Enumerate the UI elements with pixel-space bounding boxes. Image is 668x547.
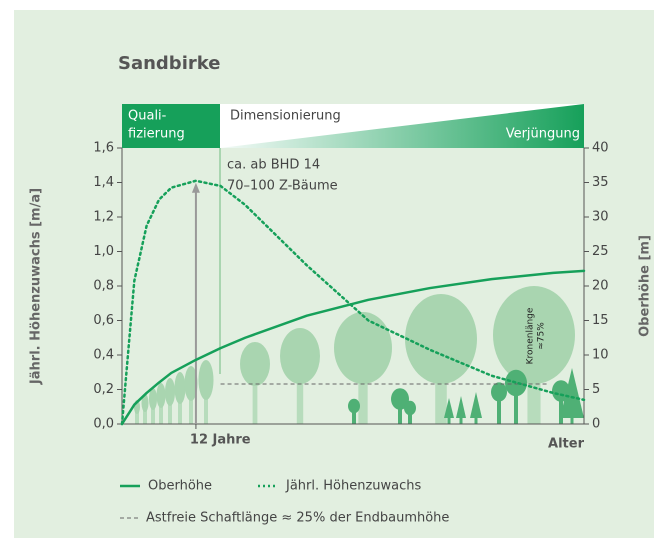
y-tick-label: 1,0 bbox=[93, 244, 114, 259]
phase-label: Verjüngung bbox=[506, 127, 580, 142]
y-tick-label: 1,4 bbox=[93, 175, 114, 190]
tree-crown bbox=[405, 294, 477, 384]
legend-label: Oberhöhe bbox=[148, 479, 212, 494]
tree-crown bbox=[491, 382, 507, 401]
y2-tick-label: 10 bbox=[592, 348, 609, 363]
tree-trunk bbox=[475, 416, 478, 424]
y2-tick-label: 25 bbox=[592, 244, 609, 259]
y-tick-label: 0,2 bbox=[93, 382, 114, 397]
tree-crown bbox=[199, 360, 214, 400]
card bbox=[14, 10, 654, 538]
y2-tick-label: 30 bbox=[592, 210, 609, 225]
chart-title: Sandbirke bbox=[118, 53, 220, 74]
tree-trunk bbox=[571, 416, 574, 424]
y-tick-label: 0,4 bbox=[93, 348, 114, 363]
y-tick-label: 0,8 bbox=[93, 279, 114, 294]
phase-label: fizierung bbox=[128, 127, 185, 142]
y2-tick-label: 35 bbox=[592, 175, 609, 190]
tree-crown bbox=[157, 383, 166, 408]
y2-tick-label: 40 bbox=[592, 141, 609, 156]
phase-label: Dimensionierung bbox=[230, 109, 341, 124]
phase-label: Quali- bbox=[128, 109, 167, 124]
y2-tick-label: 20 bbox=[592, 279, 609, 294]
y-tick-label: 1,2 bbox=[93, 210, 114, 225]
y-tick-label: 0,6 bbox=[93, 313, 114, 328]
tree-crown bbox=[240, 342, 270, 386]
tree-crown bbox=[175, 372, 186, 404]
annotation: ≈75% bbox=[537, 322, 547, 350]
x-axis-label: Alter bbox=[548, 437, 585, 452]
annotation: 70–100 Z-Bäume bbox=[227, 179, 338, 194]
y-axis-label: Jährl. Höhenzuwachs [m/a] bbox=[29, 188, 44, 385]
annotation: Kronenlänge bbox=[526, 307, 536, 364]
tree-trunk bbox=[448, 416, 451, 424]
y2-tick-label: 15 bbox=[592, 313, 609, 328]
tree-crown bbox=[165, 378, 175, 406]
x-tick-label: 12 Jahre bbox=[190, 433, 251, 448]
tree-crown bbox=[280, 328, 320, 384]
legend-label: Astfreie Schaftlänge ≈ 25% der Endbaumhö… bbox=[146, 511, 449, 526]
y-tick-label: 1,6 bbox=[93, 141, 114, 156]
y2-tick-label: 5 bbox=[592, 382, 600, 397]
legend-label: Jährl. Höhenzuwachs bbox=[285, 479, 422, 494]
y-tick-label: 0,0 bbox=[93, 417, 114, 432]
annotation: ca. ab BHD 14 bbox=[227, 158, 320, 173]
y2-tick-label: 0 bbox=[592, 417, 600, 432]
tree-trunk bbox=[460, 416, 463, 424]
tree-crown bbox=[404, 401, 416, 415]
chart: Sandbirke Quali- fizierung Dimensionieru… bbox=[0, 0, 668, 547]
y2-axis-label: Oberhöhe [m] bbox=[638, 235, 653, 337]
tree-crown bbox=[348, 399, 360, 413]
tree-crown bbox=[334, 312, 392, 384]
